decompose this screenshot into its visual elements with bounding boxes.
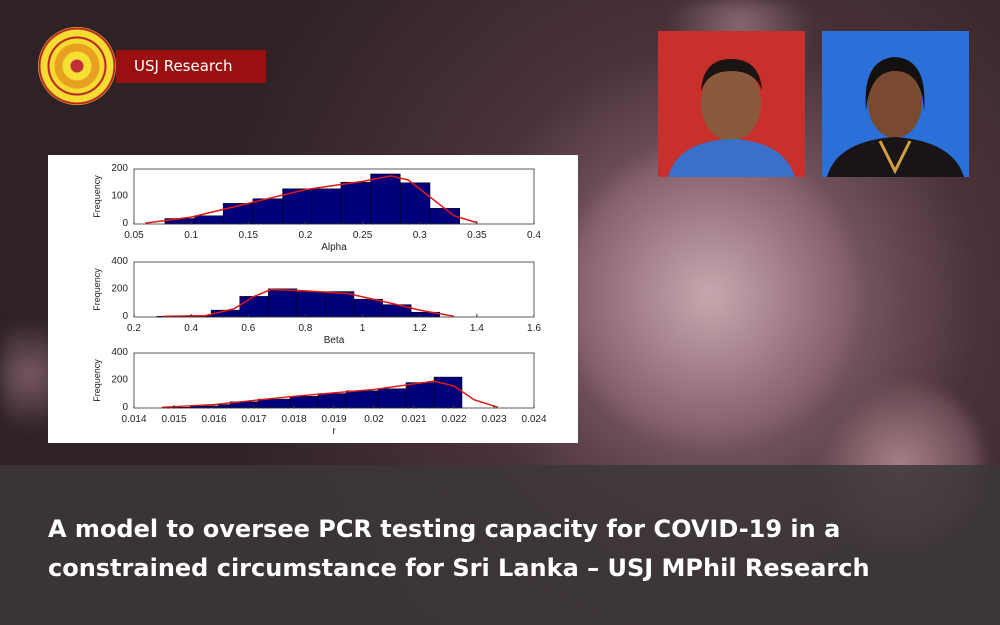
headline-line-1: A model to oversee PCR testing capacity …: [48, 515, 841, 543]
headline: A model to oversee PCR testing capacity …: [48, 510, 988, 588]
histogram-bar: [194, 215, 224, 225]
x-tick-label: 0.019: [321, 414, 346, 425]
y-tick-label: 200: [111, 375, 128, 386]
histogram-bar: [310, 188, 342, 225]
x-tick-label: 0.4: [527, 230, 541, 241]
y-tick-label: 0: [122, 218, 128, 229]
x-tick-label: 1.4: [470, 323, 484, 334]
x-tick-label: 0.6: [241, 323, 255, 334]
histogram-charts: 0.05 0.1 0.15 0.2 0.25 0.3 0.35 0.40100200Alpha…: [92, 163, 547, 437]
y-tick-label: 200: [111, 284, 128, 295]
brand-label: USJ Research: [116, 50, 266, 83]
histogram-bar: [317, 393, 347, 409]
x-tick-label: 0.016: [201, 414, 226, 425]
y-tick-label: 400: [111, 256, 128, 267]
university-logo: [38, 27, 116, 105]
headline-band: [0, 465, 1000, 625]
histogram-bar: [370, 173, 401, 225]
x-tick-label: 0.023: [481, 414, 506, 425]
x-tick-label: 0.4: [184, 323, 198, 334]
fit-curve: [162, 288, 455, 318]
y-tick-label: 0: [122, 402, 128, 413]
x-tick-label: 0.3: [413, 230, 427, 241]
histogram-bar: [400, 182, 431, 225]
y-axis-label: Frequency: [92, 359, 102, 402]
x-axis-label: Beta: [324, 335, 345, 346]
x-axis-label: Alpha: [321, 242, 347, 253]
histogram-bar: [340, 181, 371, 225]
x-tick-label: 0.02: [364, 414, 384, 425]
y-tick-label: 0: [122, 311, 128, 322]
y-tick-label: 200: [111, 163, 128, 174]
histogram-bar: [325, 291, 355, 318]
x-tick-label: 1.6: [527, 323, 541, 334]
virus-illustration: [560, 140, 860, 450]
x-tick-label: 0.05: [124, 230, 144, 241]
x-tick-label: 0.1: [184, 230, 198, 241]
x-tick-label: 1: [360, 323, 366, 334]
histogram-r: 0.014 0.015 0.016 0.017 0.018 0.019 0.02 0.021 0…: [92, 347, 547, 437]
x-axis-label: r: [332, 426, 336, 437]
x-tick-label: 0.021: [401, 414, 426, 425]
y-axis-label: Frequency: [92, 268, 102, 311]
histogram-bar: [296, 291, 326, 318]
histogram-bar: [217, 404, 231, 409]
y-axis-label: Frequency: [92, 175, 102, 218]
histogram-bar: [377, 388, 407, 409]
researcher-photo-2: [822, 31, 969, 177]
x-tick-label: 1.2: [413, 323, 427, 334]
fit-curve: [161, 380, 499, 409]
y-tick-label: 400: [111, 347, 128, 358]
x-tick-label: 0.024: [521, 414, 546, 425]
x-tick-label: 0.018: [281, 414, 306, 425]
x-tick-label: 0.35: [467, 230, 487, 241]
histogram-alpha: 0.05 0.1 0.15 0.2 0.25 0.3 0.35 0.4 0 100 200 Alpha…: [92, 163, 541, 253]
axes-frame: [133, 168, 535, 225]
x-tick-label: 0.8: [298, 323, 312, 334]
headline-line-2: constrained circumstance for Sri Lanka –…: [48, 554, 870, 582]
histogram-bar: [353, 298, 383, 318]
histogram-beta: 0.2 0.4 0.6 0.8 1 1.2 1.4 1.6 0 200 400 Beta Frequen…: [92, 256, 541, 346]
x-tick-label: 0.2: [127, 323, 141, 334]
x-tick-label: 0.25: [353, 230, 373, 241]
axes-frame: [133, 261, 535, 318]
x-tick-label: 0.15: [239, 230, 259, 241]
histogram-bar: [345, 390, 379, 409]
x-tick-label: 0.015: [161, 414, 186, 425]
histogram-bar: [239, 296, 269, 318]
x-tick-label: 0.014: [121, 414, 146, 425]
x-tick-label: 0.017: [241, 414, 266, 425]
researcher-photo-1: [658, 31, 805, 177]
histogram-bar: [257, 398, 291, 409]
x-tick-label: 0.2: [298, 230, 312, 241]
histogram-bar: [282, 188, 312, 225]
histogram-bar: [405, 382, 435, 409]
y-tick-label: 100: [111, 191, 128, 202]
x-tick-label: 0.022: [441, 414, 466, 425]
fit-curve: [145, 175, 478, 224]
histogram-panel: 0.05 0.1 0.15 0.2 0.25 0.3 0.35 0.4 0 100 200 Alpha…: [48, 155, 578, 443]
histogram-bar: [252, 198, 283, 225]
histogram-bar: [268, 288, 298, 318]
